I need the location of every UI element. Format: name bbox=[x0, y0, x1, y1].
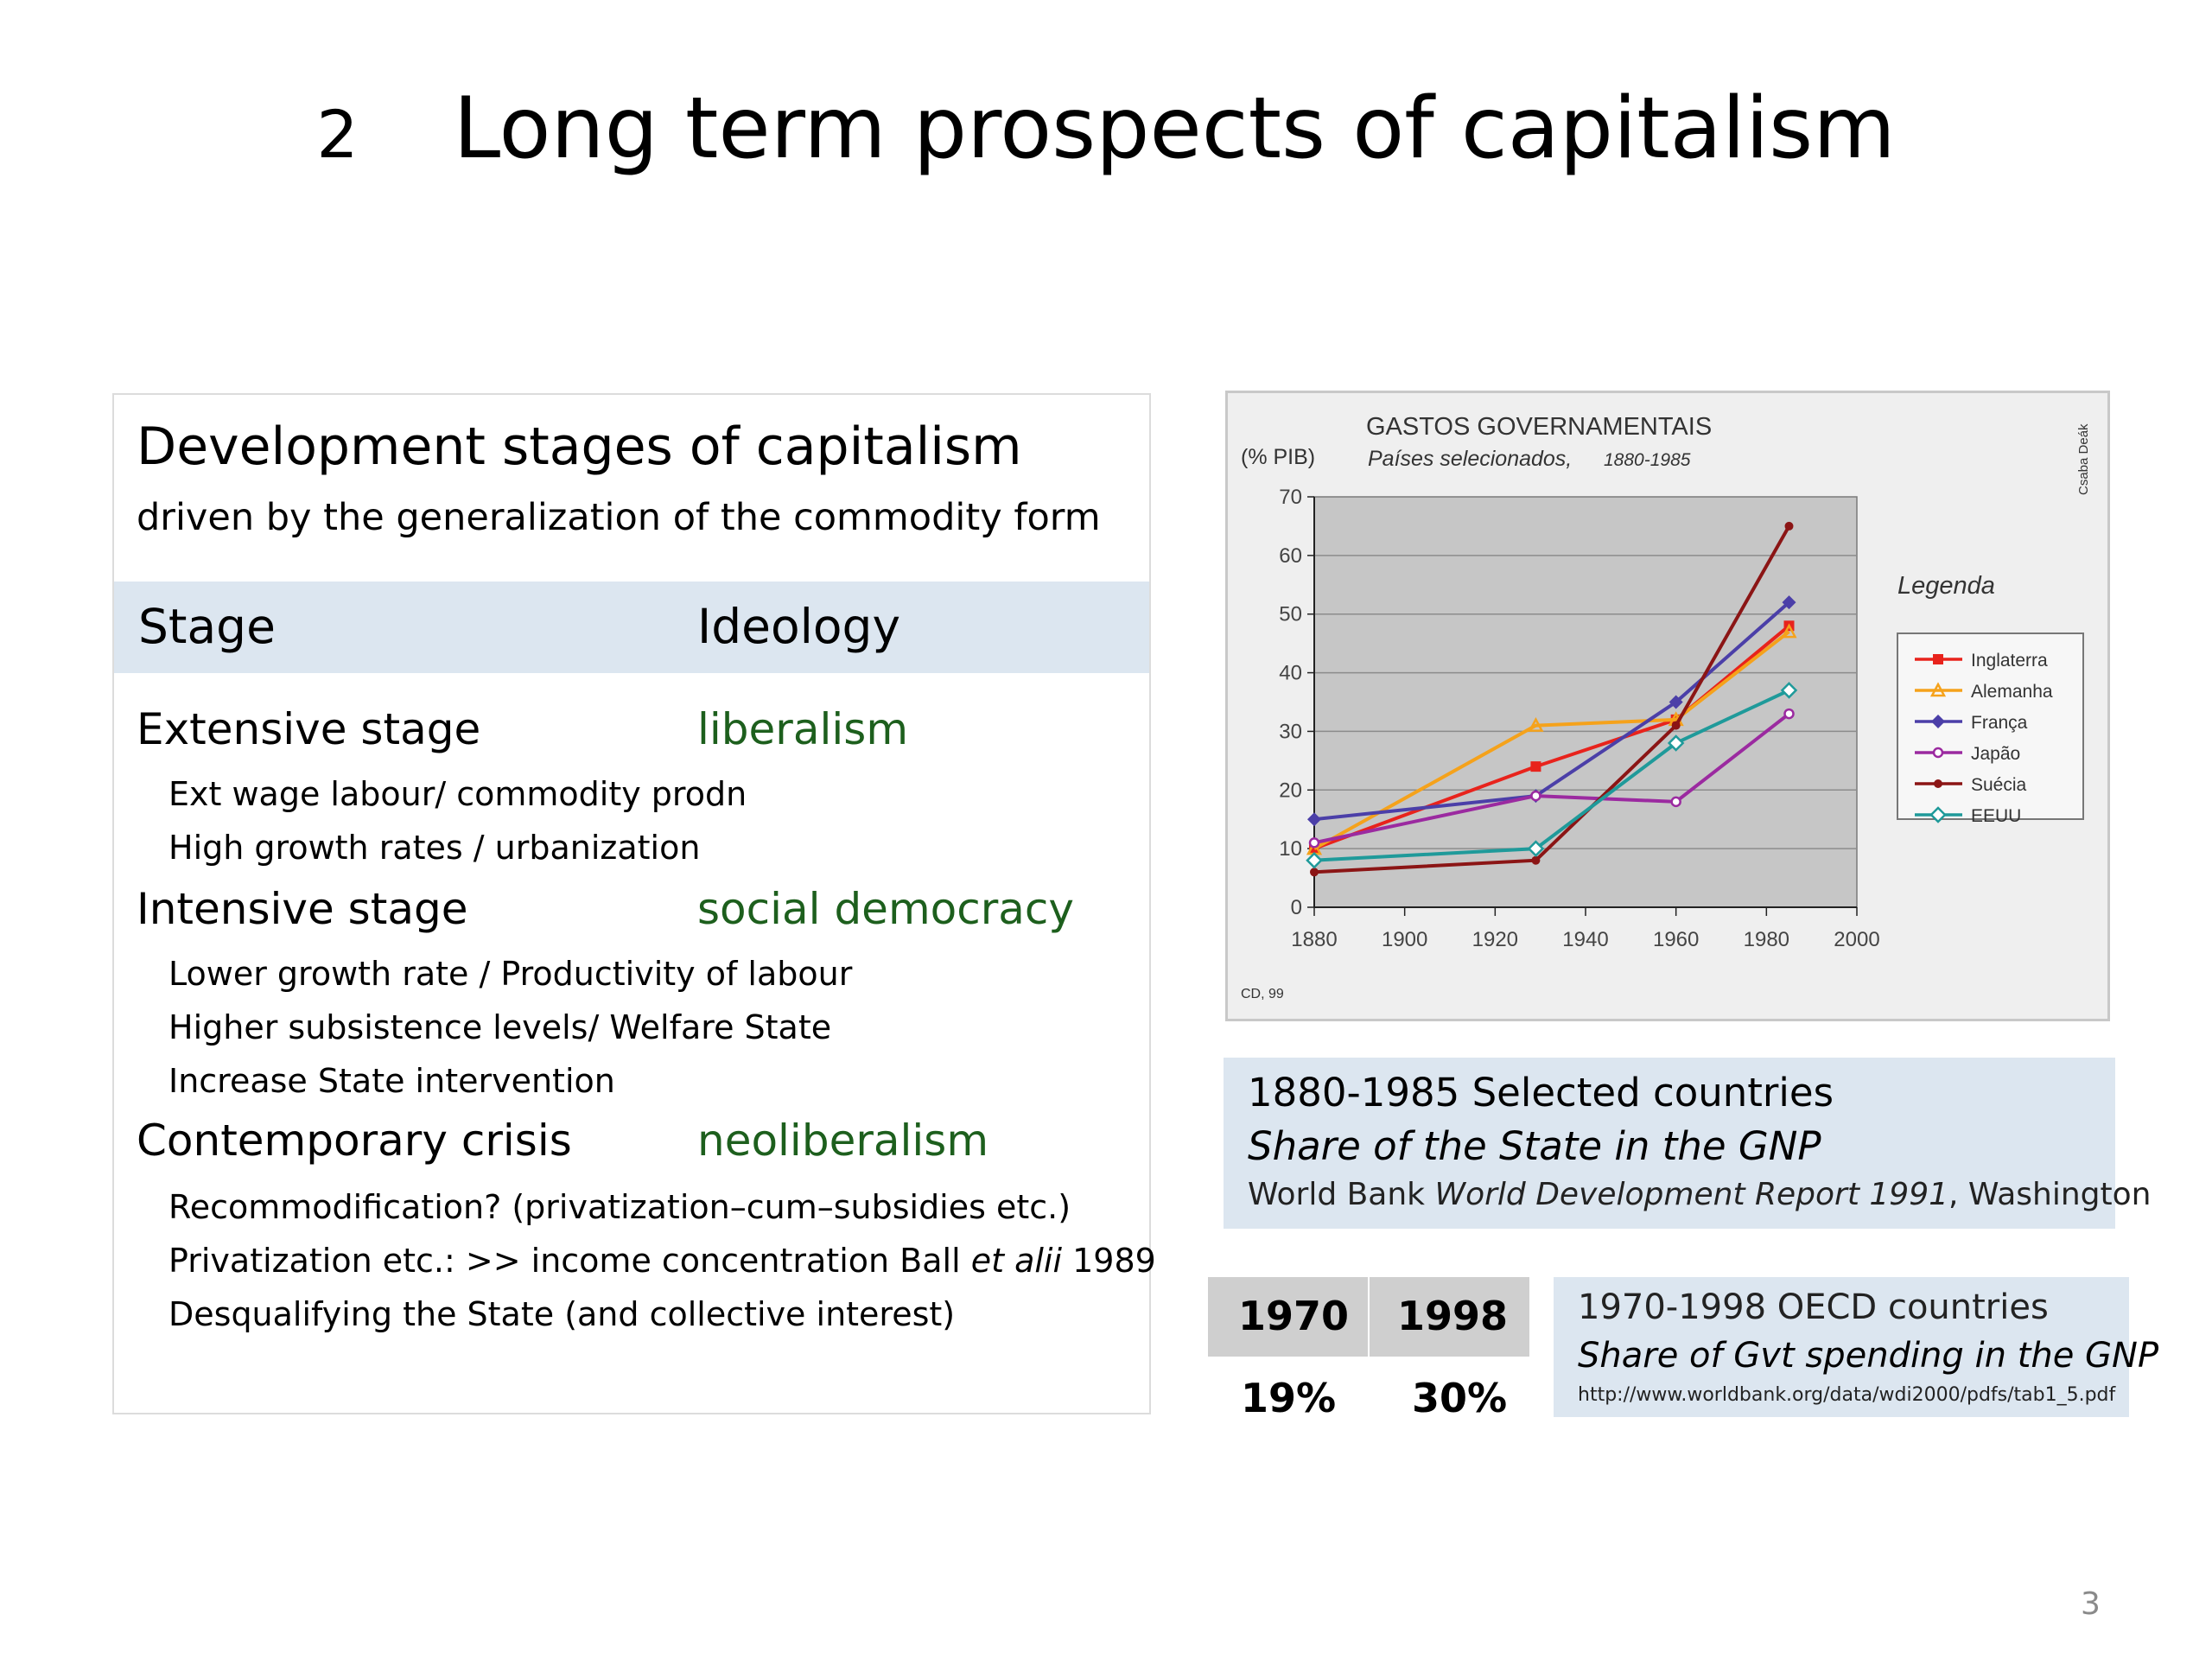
x-tick-label: 1880 bbox=[1291, 928, 1337, 951]
legend-marker-EEUU bbox=[1929, 806, 1947, 823]
y-tick-label: 40 bbox=[1279, 662, 1302, 685]
data-point-Japão bbox=[1783, 708, 1795, 720]
stage-point: Higher subsistence levels/ Welfare State bbox=[168, 1008, 832, 1046]
section-number: 2 bbox=[316, 96, 359, 173]
series-line-Suécia bbox=[1313, 524, 1791, 874]
stage-point: Lower growth rate / Productivity of labo… bbox=[168, 955, 853, 993]
legend-label: Alemanha bbox=[1971, 682, 2053, 702]
x-tick-label: 1940 bbox=[1562, 928, 1608, 951]
data-point-Japão bbox=[1308, 837, 1320, 849]
slide-title: 2 Long term prospects of capitalism bbox=[0, 79, 2212, 178]
oecd-caption-heading: 1970-1998 OECD countries bbox=[1578, 1287, 2049, 1327]
series-line-França bbox=[1313, 601, 1790, 822]
stage-point: Recommodification? (privatization–cum–su… bbox=[168, 1188, 1071, 1226]
data-point-França bbox=[1669, 695, 1683, 709]
oecd-caption-subheading: Share of Gvt spending in the GNP bbox=[1578, 1336, 2159, 1376]
value-1998: 30% bbox=[1411, 1375, 1508, 1421]
stage-contemporary-crisis: Contemporary crisis bbox=[137, 1116, 572, 1166]
stage-extensive: Extensive stage bbox=[137, 704, 481, 754]
header-ideology: Ideology bbox=[697, 599, 901, 654]
chart-caption: 1880-1985 Selected countries Share of th… bbox=[1224, 1058, 2151, 1229]
data-point-EEUU bbox=[1780, 682, 1798, 699]
stage-point: Desqualifying the State (and collective … bbox=[168, 1295, 956, 1333]
chart-canvas: 0 10 20 30 40 50 60 70 1880 1900 1920 1940 1960 1980 2… bbox=[1241, 413, 2091, 1001]
page-number: 3 bbox=[2081, 1586, 2101, 1622]
card-title: Development stages of capitalism bbox=[137, 416, 1022, 477]
y-tick-label: 0 bbox=[1291, 896, 1302, 919]
x-tick-label: 1900 bbox=[1382, 928, 1427, 951]
caption-subheading: Share of the State in the GNP bbox=[1248, 1123, 1821, 1169]
government-spending-chart: 0 10 20 30 40 50 60 70 1880 1900 1920 1940 1960 1980 2… bbox=[1225, 391, 2110, 1021]
y-axis-label: (% PIB) bbox=[1241, 445, 1315, 469]
title-text: Long term prospects of capitalism bbox=[453, 79, 1896, 178]
data-point-EEUU bbox=[1306, 851, 1323, 869]
legend-label: Inglaterra bbox=[1971, 651, 2048, 671]
y-tick-label: 60 bbox=[1279, 544, 1302, 568]
y-tick-label: 50 bbox=[1279, 603, 1302, 626]
legend-marker-Alemanha bbox=[1929, 682, 1947, 697]
data-point-Alemanha bbox=[1528, 717, 1544, 732]
y-tick-label: 30 bbox=[1279, 720, 1302, 743]
y-tick-label: 20 bbox=[1279, 779, 1302, 802]
legend-label: Suécia bbox=[1971, 775, 2027, 795]
ideology-neoliberalism: neoliberalism bbox=[697, 1116, 989, 1166]
legend-marker-Inglaterra bbox=[1933, 654, 1943, 664]
x-tick-label: 2000 bbox=[1834, 928, 1879, 951]
legend-marker-França bbox=[1931, 715, 1945, 728]
stages-card: Development stages of capitalism driven … bbox=[112, 393, 1156, 1414]
ideology-liberalism: liberalism bbox=[697, 704, 909, 754]
oecd-source-link[interactable]: http://www.worldbank.org/data/wdi2000/pd… bbox=[1578, 1384, 2116, 1406]
legend-box bbox=[1897, 632, 2084, 820]
legend-marker-Japão bbox=[1932, 747, 1944, 759]
stage-point: Privatization etc.: >> income concentrat… bbox=[168, 1242, 1156, 1280]
data-point-EEUU bbox=[1667, 734, 1685, 752]
caption-heading: 1880-1985 Selected countries bbox=[1248, 1070, 1834, 1116]
data-point-Suécia bbox=[1784, 521, 1794, 531]
legend-label: Japão bbox=[1971, 744, 2020, 764]
y-tick-label: 10 bbox=[1279, 837, 1302, 861]
series-line-Alemanha bbox=[1313, 630, 1790, 850]
x-tick-label: 1920 bbox=[1472, 928, 1518, 951]
data-point-Japão bbox=[1530, 790, 1541, 802]
year-1970: 1970 bbox=[1237, 1293, 1350, 1339]
oecd-caption: 1970-1998 OECD countries Share of Gvt sp… bbox=[1554, 1277, 2158, 1417]
ideology-social-democracy: social democracy bbox=[697, 884, 1075, 934]
chart-source-note: CD, 99 bbox=[1241, 987, 1284, 1001]
caption-source: World Bank World Development Report 1991… bbox=[1248, 1177, 2152, 1212]
stage-point: High growth rates / urbanization bbox=[168, 829, 701, 867]
data-point-Inglaterra bbox=[1530, 761, 1541, 772]
chart-subtitle: Países selecionados, bbox=[1368, 447, 1572, 471]
data-point-França bbox=[1782, 595, 1796, 610]
x-tick-label: 1980 bbox=[1744, 928, 1789, 951]
data-point-Suécia bbox=[1310, 868, 1319, 877]
data-point-Alemanha bbox=[1781, 623, 1797, 639]
column-divider bbox=[1368, 1277, 1370, 1357]
value-1970: 19% bbox=[1240, 1375, 1337, 1421]
card-subtitle: driven by the generalization of the comm… bbox=[137, 496, 1101, 539]
plot-area bbox=[1313, 496, 1858, 908]
chart-subtitle-years: 1880-1985 bbox=[1604, 450, 1691, 470]
data-point-Japão bbox=[1670, 796, 1681, 808]
legend-title: Legenda bbox=[1897, 572, 1995, 600]
data-point-Suécia bbox=[1531, 855, 1541, 865]
data-point-EEUU bbox=[1527, 840, 1545, 857]
chart-title: GASTOS GOVERNAMENTAIS bbox=[1366, 413, 1712, 441]
y-tick-label: 70 bbox=[1279, 486, 1302, 509]
legend-label: França bbox=[1971, 713, 2028, 733]
header-stage: Stage bbox=[138, 599, 276, 654]
legend-label: EEUU bbox=[1971, 806, 2021, 826]
oecd-table: 1970 1998 19% 30% bbox=[1208, 1277, 1529, 1421]
series-line-EEUU bbox=[1313, 689, 1790, 862]
stage-intensive: Intensive stage bbox=[137, 884, 468, 934]
year-1998: 1998 bbox=[1396, 1293, 1509, 1339]
stage-point: Ext wage labour/ commodity prodn bbox=[168, 775, 747, 813]
chart-credit: Csaba Deák bbox=[2076, 423, 2091, 495]
legend-marker-Suécia bbox=[1934, 779, 1942, 788]
x-tick-label: 1960 bbox=[1653, 928, 1699, 951]
series-line-Japão bbox=[1313, 712, 1790, 845]
stage-point: Increase State intervention bbox=[168, 1062, 615, 1100]
data-point-Suécia bbox=[1671, 721, 1681, 730]
data-point-França bbox=[1307, 812, 1321, 827]
table-header: Stage Ideology bbox=[114, 582, 1149, 673]
